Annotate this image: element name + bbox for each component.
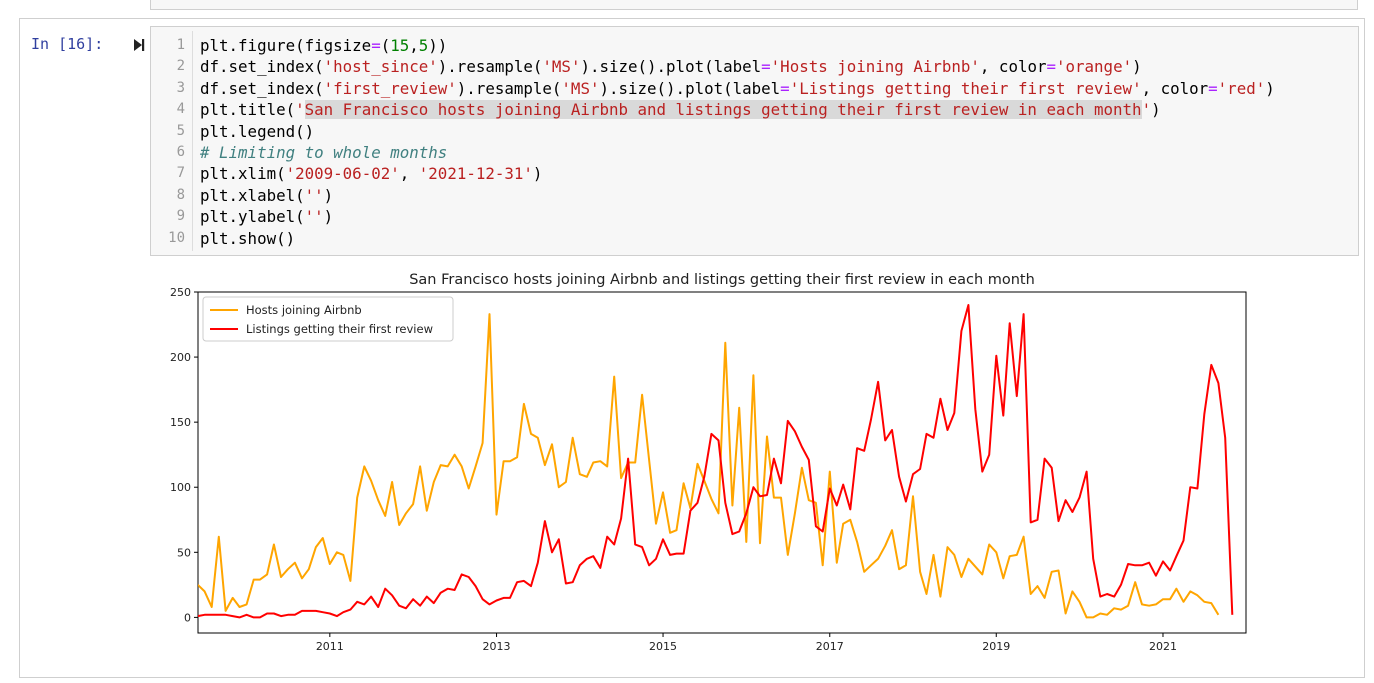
listings-series-line: [198, 304, 1234, 619]
code-token: 15: [390, 36, 410, 55]
code-editor[interactable]: 1 2 3 4 5 6 7 8 9 10 plt.figure(figsize=(15,5)) df…: [150, 26, 1359, 256]
code-token: '2009-06-02': [285, 164, 400, 184]
chart-title: San Francisco hosts joining Airbnb and l…: [409, 272, 1035, 288]
code-line: # Limiting to whole months: [200, 142, 1275, 163]
line-number: 9: [176, 208, 185, 225]
code-token: 5: [418, 36, 429, 55]
code-token: 'orange': [1056, 57, 1133, 77]
legend-label: Hosts joining Airbnb: [246, 303, 362, 317]
line-number: 5: [176, 122, 185, 139]
y-tick-label: 150: [170, 416, 191, 429]
code-token: ): [532, 164, 543, 184]
code-token: 'host_since': [323, 57, 438, 77]
line-number: 7: [176, 165, 185, 182]
x-tick-label: 2021: [1149, 640, 1177, 652]
code-token: '': [304, 207, 324, 227]
chart-output: San Francisco hosts joining Airbnb and l…: [170, 272, 1247, 652]
y-tick-label: 0: [184, 611, 191, 624]
x-tick-label: 2015: [649, 640, 677, 652]
code-token: plt.xlabel(: [200, 185, 305, 205]
code-token: ): [1151, 100, 1161, 120]
line-number: 10: [168, 229, 185, 246]
code-line: df.set_index('first_review').resample('M…: [200, 78, 1275, 99]
code-token: plt.ylabel(: [200, 207, 305, 227]
code-token: 'MS': [542, 57, 581, 77]
code-token: ': [295, 100, 305, 120]
code-token: plt.xlim(: [200, 164, 286, 184]
code-token: plt.show(): [200, 228, 296, 248]
code-token: =: [371, 36, 381, 55]
code-token: 'MS': [561, 78, 600, 98]
code-token: ): [323, 185, 334, 205]
code-line: df.set_index('host_since').resample('MS'…: [200, 56, 1275, 77]
code-token: # Limiting to whole months: [200, 142, 448, 162]
plot-frame: [197, 291, 1247, 634]
code-token: 'Listings getting their first review': [789, 78, 1142, 98]
legend-box: [202, 296, 454, 342]
y-tick-label: 200: [170, 351, 191, 364]
legend-label: Listings getting their first review: [246, 322, 433, 336]
line-number: 3: [176, 79, 185, 96]
code-line: plt.xlim('2009-06-02', '2021-12-31'): [200, 163, 1275, 184]
code-token: plt.figure(figsize: [200, 36, 372, 55]
code-token: df.set_index(: [200, 78, 324, 98]
y-tick-label: 50: [177, 546, 191, 559]
code-token: ): [323, 207, 334, 227]
hosts-series-line: [198, 313, 1220, 619]
code-token: =: [1208, 78, 1218, 98]
code-line: plt.ylabel(''): [200, 206, 1275, 227]
code-token: 'Hosts joining Airbnb': [770, 57, 980, 77]
code-token: =: [780, 78, 790, 98]
code-token: 'first_review': [323, 78, 457, 98]
code-line: plt.legend(): [200, 121, 1275, 142]
code-token: '': [304, 185, 324, 205]
x-tick-label: 2019: [982, 640, 1010, 652]
code-token: , color: [1141, 78, 1209, 98]
code-token: ,: [399, 164, 419, 184]
code-token: plt.title(: [200, 100, 296, 120]
code-token: =: [761, 57, 771, 77]
code-line: plt.figure(figsize=(15,5)): [200, 35, 1275, 56]
code-token: plt.legend(): [200, 121, 315, 141]
code-token: San Francisco hosts joining Airbnb and l…: [304, 100, 1142, 120]
code-token: 'red': [1217, 78, 1266, 98]
code-token: ).size().plot(label: [599, 78, 781, 98]
code-token: ': [1141, 100, 1152, 120]
code-lines: plt.figure(figsize=(15,5)) df.set_index('…: [200, 35, 1275, 249]
previous-cell-output: [150, 0, 1358, 10]
code-token: ).resample(: [437, 57, 543, 77]
code-token: ): [1132, 57, 1142, 77]
line-number-gutter: 1 2 3 4 5 6 7 8 9 10: [151, 35, 189, 249]
run-cell-icon[interactable]: [131, 37, 147, 53]
gutter-divider: [192, 31, 193, 251]
cell-prompt: In [16]:: [31, 35, 104, 53]
code-line: plt.show(): [200, 228, 1275, 249]
line-number: 8: [176, 186, 185, 203]
code-line: plt.xlabel(''): [200, 185, 1275, 206]
line-number: 4: [176, 101, 185, 118]
code-token: ).size().plot(label: [580, 57, 762, 77]
x-tick-label: 2017: [816, 640, 844, 652]
code-token: (: [380, 36, 391, 55]
code-token: )): [428, 36, 448, 55]
x-tick-label: 2013: [483, 640, 511, 652]
x-tick-label: 2011: [316, 640, 344, 652]
code-token: ).resample(: [456, 78, 562, 98]
code-line: plt.title('San Francisco hosts joining A…: [200, 99, 1275, 120]
code-token: df.set_index(: [200, 57, 324, 77]
line-number: 1: [176, 37, 185, 53]
code-token: '2021-12-31': [418, 164, 533, 184]
y-tick-label: 250: [170, 286, 191, 299]
line-number: 6: [176, 143, 185, 160]
y-tick-label: 100: [170, 481, 191, 494]
code-token: , color: [979, 57, 1047, 77]
code-token: =: [1046, 57, 1056, 77]
code-token: ): [1265, 78, 1275, 98]
line-number: 2: [176, 58, 185, 75]
code-token: ,: [409, 36, 419, 55]
